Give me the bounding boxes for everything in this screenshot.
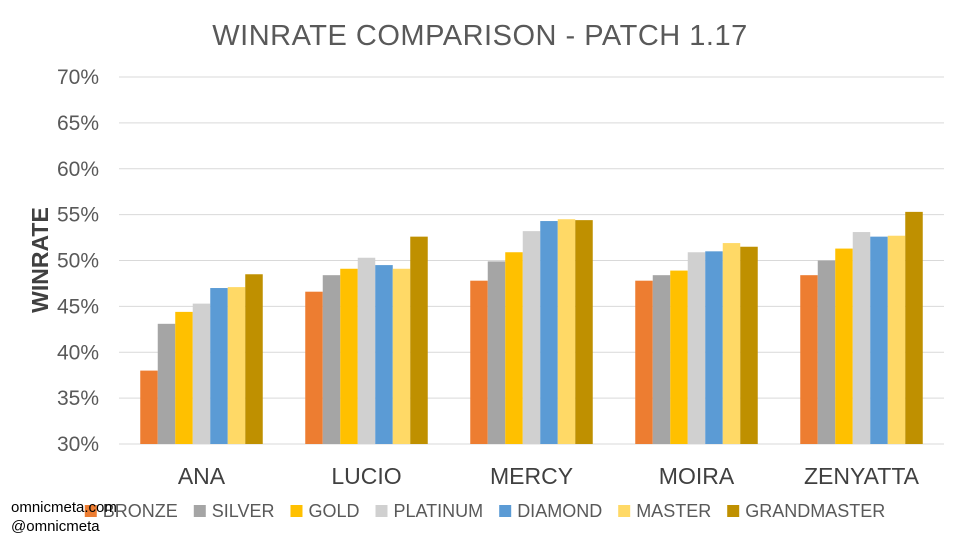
legend-swatch <box>499 505 512 517</box>
legend-swatch <box>84 505 97 517</box>
legend-item-silver: SILVER <box>193 501 275 521</box>
legend-swatch <box>193 505 206 517</box>
y-tick-label: 55% <box>57 204 99 227</box>
y-tick-label: 40% <box>57 341 99 364</box>
x-tick-label: ANA <box>178 463 226 489</box>
legend-item-bronze: BRONZE <box>84 501 178 521</box>
bar-moira-diamond <box>705 251 723 444</box>
legend-swatch <box>375 505 388 517</box>
bar-mercy-master <box>557 219 576 444</box>
legend-item-master: MASTER <box>618 501 711 521</box>
bar-mercy-platinum <box>522 231 541 444</box>
x-axis-ticks: ANA LUCIO MERCY MOIRA ZENYATTA <box>178 463 920 489</box>
bar-moira-gold <box>670 270 688 444</box>
bar-ana-silver <box>157 323 176 444</box>
bar-ana-platinum <box>192 303 211 444</box>
bar-ana-bronze <box>140 370 158 444</box>
bar-lucio-diamond <box>375 265 393 444</box>
legend-item-grandmaster: GRANDMASTER <box>727 501 885 521</box>
bar-zenyatta-gold <box>835 248 853 444</box>
bar-lucio-bronze <box>305 291 323 444</box>
legend-item-gold: GOLD <box>290 501 360 521</box>
legend-label: DIAMOND <box>517 501 602 521</box>
legend-swatch <box>618 505 631 517</box>
legend-swatch <box>290 505 303 517</box>
bar-moira-bronze <box>635 280 653 444</box>
credits-handle: @omnicmeta <box>11 518 100 535</box>
bar-zenyatta-platinum <box>852 232 871 444</box>
bars <box>140 211 923 444</box>
bar-ana-master <box>227 287 246 444</box>
y-tick-label: 65% <box>57 112 99 135</box>
legend-label: BRONZE <box>103 501 178 521</box>
legend: BRONZE SILVER GOLD PLATINUM DIAMOND MASTER GRA… <box>84 501 885 521</box>
x-tick-label: MOIRA <box>659 463 735 489</box>
legend-label: GOLD <box>308 501 359 521</box>
bar-lucio-platinum <box>357 257 376 444</box>
legend-item-diamond: DIAMOND <box>499 501 602 521</box>
bar-lucio-master <box>392 268 411 444</box>
bar-lucio-silver <box>322 275 341 444</box>
bar-zenyatta-grandmaster <box>905 211 923 444</box>
bar-zenyatta-silver <box>817 260 836 444</box>
y-axis-ticks: 30% 35% 40% 45% 50% 55% 60% 65% 70% <box>57 66 99 456</box>
chart-title: WINRATE COMPARISON - PATCH 1.17 <box>212 20 747 52</box>
bar-moira-silver <box>652 275 671 444</box>
bar-ana-gold <box>175 311 193 444</box>
bar-zenyatta-bronze <box>800 275 818 444</box>
x-tick-label: LUCIO <box>331 463 401 489</box>
bar-moira-grandmaster <box>740 246 758 444</box>
bar-zenyatta-master <box>887 235 906 444</box>
bar-lucio-gold <box>340 268 358 444</box>
y-axis-label: WINRATE <box>27 207 53 313</box>
legend-label: GRANDMASTER <box>745 501 885 521</box>
bar-ana-diamond <box>210 288 228 444</box>
y-tick-label: 60% <box>57 158 99 181</box>
credits: omnicmeta.com @omnicmeta <box>11 498 117 536</box>
x-tick-label: MERCY <box>490 463 573 489</box>
bar-moira-platinum <box>687 252 706 444</box>
legend-label: PLATINUM <box>394 501 484 521</box>
bar-ana-grandmaster <box>245 274 263 444</box>
credits-site: omnicmeta.com <box>11 499 117 516</box>
y-tick-label: 70% <box>57 66 99 89</box>
bar-zenyatta-diamond <box>870 236 888 444</box>
legend-item-platinum: PLATINUM <box>375 501 484 521</box>
legend-label: MASTER <box>636 501 711 521</box>
legend-swatch <box>727 505 740 517</box>
bar-mercy-grandmaster <box>575 220 593 444</box>
y-tick-label: 35% <box>57 387 99 410</box>
legend-label: SILVER <box>212 501 275 521</box>
bar-mercy-silver <box>487 261 506 444</box>
bar-mercy-bronze <box>470 280 488 444</box>
y-tick-label: 50% <box>57 250 99 273</box>
bar-mercy-diamond <box>540 221 558 444</box>
bar-moira-master <box>722 243 741 444</box>
x-tick-label: ZENYATTA <box>804 463 920 489</box>
y-tick-label: 30% <box>57 433 99 456</box>
y-tick-label: 45% <box>57 295 99 318</box>
bar-lucio-grandmaster <box>410 236 428 444</box>
bar-mercy-gold <box>505 252 523 444</box>
